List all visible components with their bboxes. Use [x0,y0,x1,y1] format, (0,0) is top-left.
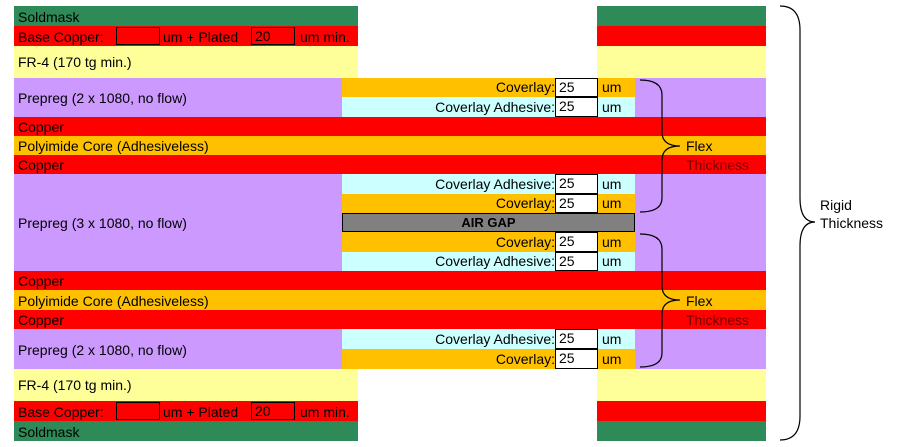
copper-1: Copper [14,117,766,136]
prepreg-mid-label: Prepreg (3 x 1080, no flow) [18,215,187,231]
base-copper-top-plated-label: um + Plated [163,29,239,45]
prepreg-mid-left: Prepreg (3 x 1080, no flow) [14,174,342,271]
fr4-bottom-label: FR-4 (170 tg min.) [18,377,132,393]
soldmask-top-right [597,6,766,26]
rigid-brace-icon [779,5,816,441]
copper-2: Copper [14,155,766,174]
coverlay-row-6: Coverlay Adhesive: 25 um [342,252,635,271]
coverlay-2-unit: um [602,195,622,211]
soldmask-bottom-label: Soldmask [18,424,80,440]
coverlay-adhesive-2-input[interactable]: 25 [555,174,598,194]
base-copper-bottom-left: Base Copper: um + Plated 20 um min. [14,401,358,421]
soldmask-top-label: Soldmask [18,9,80,25]
fr4-bottom-right [597,369,766,401]
fr4-top-left: FR-4 (170 tg min.) [14,46,358,78]
fr4-top-label: FR-4 (170 tg min.) [18,54,132,70]
flex-thickness-top-line2: Thickness [686,157,750,173]
base-copper-bottom-label: Base Copper: [18,404,104,420]
coverlay-row-4: Coverlay: 25 um [342,194,635,213]
base-copper-bottom-plated-label: um + Plated [163,404,239,420]
coverlay-adhesive-4-label: Coverlay Adhesive: [435,331,555,347]
coverlay-4-unit: um [602,351,622,367]
plated-bottom-input[interactable]: 20 [251,402,295,420]
flex-thickness-bottom-line1: Flex [686,293,713,309]
base-copper-top-left: Base Copper: um + Plated 20 um min. [14,26,358,46]
base-copper-bottom-right [597,401,766,421]
coverlay-adhesive-3-input[interactable]: 25 [555,252,598,271]
fr4-bottom-left: FR-4 (170 tg min.) [14,369,358,401]
copper-4: Copper [14,310,766,329]
flex-brace-top-icon [639,79,681,213]
prepreg-mid-right [635,174,766,271]
copper-4-label: Copper [18,312,64,328]
polyimide-1: Polyimide Core (Adhesiveless) [14,136,766,155]
coverlay-row-8: Coverlay: 25 um [342,349,635,369]
coverlay-3-unit: um [602,234,622,250]
coverlay-1-input[interactable]: 25 [555,78,598,97]
soldmask-bottom-right [597,421,766,441]
coverlay-adhesive-4-input[interactable]: 25 [555,329,598,349]
soldmask-top-left: Soldmask [14,6,358,26]
base-copper-top-label: Base Copper: [18,29,104,45]
copper-3: Copper [14,271,766,290]
base-copper-top-right [597,26,766,46]
coverlay-adhesive-4-unit: um [602,331,622,347]
coverlay-4-label: Coverlay: [495,351,555,367]
coverlay-row-3: Coverlay Adhesive: 25 um [342,174,635,194]
rigid-thickness-line2: Thickness [820,215,884,231]
coverlay-3-label: Coverlay: [495,234,555,250]
coverlay-adhesive-1-label: Coverlay Adhesive: [435,99,555,115]
flex-thickness-bottom-line2: Thickness [686,312,750,328]
fr4-top-right [597,46,766,78]
coverlay-adhesive-2-label: Coverlay Adhesive: [435,176,555,192]
flex-brace-bottom-icon [639,233,681,368]
prepreg-bottom-right [635,329,766,369]
coverlay-1-unit: um [602,79,622,95]
coverlay-2-input[interactable]: 25 [555,194,598,213]
coverlay-adhesive-3-label: Coverlay Adhesive: [435,253,555,269]
prepreg-bottom-left: Prepreg (2 x 1080, no flow) [14,329,342,369]
coverlay-2-label: Coverlay: [495,195,555,211]
copper-1-label: Copper [18,119,64,135]
plated-top-min-label: um min. [300,29,350,45]
plated-top-input[interactable]: 20 [251,27,295,45]
coverlay-row-5: Coverlay: 25 um [342,232,635,252]
coverlay-adhesive-1-input[interactable]: 25 [555,97,598,117]
air-gap: AIR GAP [342,213,635,232]
base-copper-top-input[interactable] [116,27,160,45]
coverlay-adhesive-2-unit: um [602,176,622,192]
prepreg-top-label: Prepreg (2 x 1080, no flow) [18,90,187,106]
flex-thickness-top-line1: Flex [686,138,713,154]
polyimide-1-label: Polyimide Core (Adhesiveless) [18,138,209,154]
polyimide-2-label: Polyimide Core (Adhesiveless) [18,293,209,309]
coverlay-row-7: Coverlay Adhesive: 25 um [342,329,635,349]
coverlay-adhesive-1-unit: um [602,99,622,115]
copper-3-label: Copper [18,273,64,289]
coverlay-3-input[interactable]: 25 [555,232,598,252]
prepreg-bottom-label: Prepreg (2 x 1080, no flow) [18,342,187,358]
copper-2-label: Copper [18,157,64,173]
soldmask-bottom-left: Soldmask [14,421,358,441]
coverlay-1-label: Coverlay: [495,79,555,95]
coverlay-4-input[interactable]: 25 [555,349,598,369]
coverlay-row-2: Coverlay Adhesive: 25 um [342,97,635,117]
coverlay-row-1: Coverlay: 25 um [342,78,635,97]
coverlay-adhesive-3-unit: um [602,253,622,269]
base-copper-bottom-input[interactable] [116,402,160,420]
polyimide-2: Polyimide Core (Adhesiveless) [14,290,766,310]
plated-bottom-min-label: um min. [300,404,350,420]
prepreg-top-left: Prepreg (2 x 1080, no flow) [14,78,342,117]
rigid-thickness-line1: Rigid [820,197,852,213]
